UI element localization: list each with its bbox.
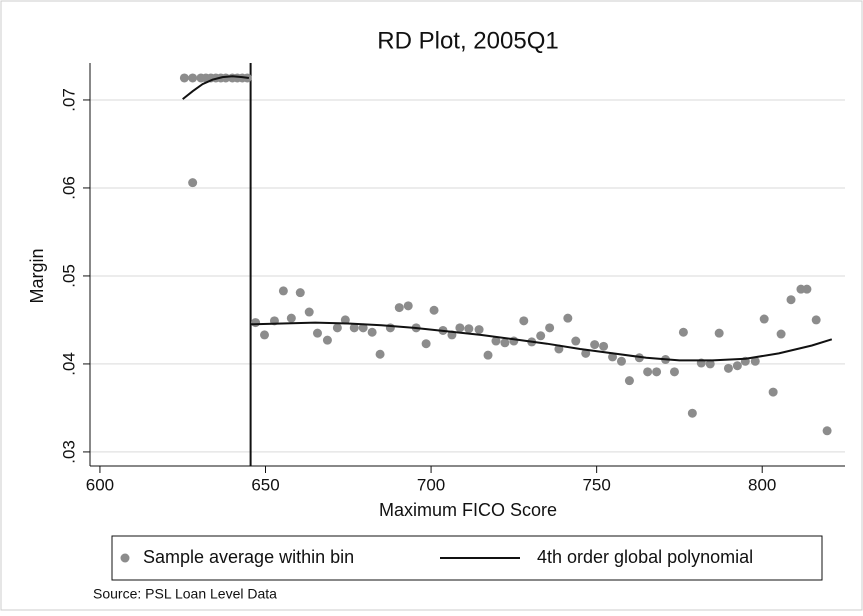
y-tick-label: .03 [59,440,78,464]
data-point [624,376,634,386]
data-point [732,361,742,371]
data-point [251,318,261,328]
data-point [822,426,832,436]
data-point [536,331,546,341]
data-point [687,408,697,418]
data-point [278,286,288,296]
data-point [491,336,501,346]
data-point [367,327,377,337]
data-point [786,295,796,305]
data-point [312,328,322,338]
x-tick-label: 600 [86,475,114,494]
data-point [394,303,404,313]
x-tick-label: 700 [417,475,445,494]
y-tick-label: .04 [59,352,78,376]
data-point [188,73,198,83]
data-point [500,338,510,348]
y-tick-label: .05 [59,264,78,288]
data-point [652,367,662,377]
data-point [714,328,724,338]
data-point [188,178,198,188]
data-point [608,352,618,362]
data-point [358,323,368,333]
data-point [322,335,332,345]
data-point [286,313,296,323]
chart-title: RD Plot, 2005Q1 [377,27,558,54]
data-point [811,315,821,325]
data-point [340,315,350,325]
data-point [776,329,786,339]
data-point [474,325,484,335]
data-point [304,307,314,317]
data-point [295,288,305,298]
data-point [705,359,715,369]
legend-label: 4th order global polynomial [537,547,753,567]
data-point [563,313,573,323]
data-point [332,323,342,333]
data-point [483,350,493,360]
data-point [616,356,626,366]
data-point [179,73,189,83]
data-point [581,348,591,358]
data-point [519,316,529,326]
data-point [349,323,359,333]
x-tick-label: 800 [748,475,776,494]
y-axis-label: Margin [27,248,47,303]
y-tick-label: .06 [59,176,78,200]
legend-marker [120,553,130,563]
fit-line [182,75,833,362]
data-point [375,349,385,359]
data-point [723,363,733,373]
x-axis-label: Maximum FICO Score [379,500,557,520]
data-point [455,323,465,333]
data-point [590,340,600,350]
data-point [768,387,778,397]
data-point [759,314,769,324]
data-point [429,305,439,315]
data-point [260,330,270,340]
data-point [571,336,581,346]
data-point [403,301,413,311]
data-point [643,367,653,377]
data-point [802,284,812,294]
x-tick-label: 650 [251,475,279,494]
source-note: Source: PSL Loan Level Data [93,586,277,602]
legend-label: Sample average within bin [143,547,354,567]
data-point [545,323,555,333]
data-point [678,327,688,337]
x-tick-label: 750 [582,475,610,494]
data-point [421,339,431,349]
data-point [599,341,609,351]
data-point [464,324,474,334]
y-tick-label: .07 [59,88,78,112]
data-point [750,356,760,366]
data-point [669,367,679,377]
